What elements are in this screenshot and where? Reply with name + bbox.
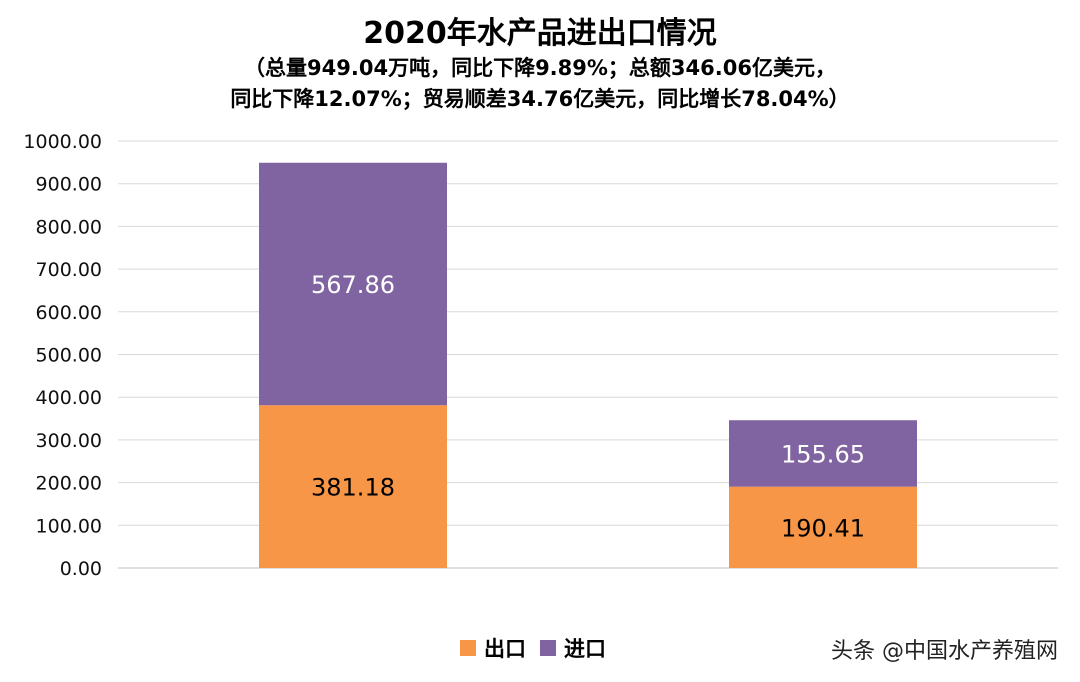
legend-swatch-export <box>460 640 476 656</box>
y-tick-label: 200.00 <box>36 473 102 495</box>
watermark: 头条 @中国水产养殖网 <box>831 639 1058 664</box>
chart-subtitle-line-1: （总量949.04万吨，同比下降9.89%；总额346.06亿美元， <box>244 56 836 80</box>
y-tick-label: 0.00 <box>60 558 102 580</box>
chart-title: 2020年水产品进出口情况 <box>363 16 717 51</box>
bar-import <box>729 420 917 487</box>
data-label-import: 155.65 <box>781 440 865 468</box>
legend: 出口 进口 <box>460 633 620 663</box>
y-tick-label: 600.00 <box>36 302 102 324</box>
y-tick-label: 400.00 <box>36 387 102 409</box>
bar-import <box>259 162 447 406</box>
legend-item-export: 出口 <box>460 633 526 663</box>
y-tick-label: 500.00 <box>36 345 102 367</box>
chart-subtitle-line-2: 同比下降12.07%；贸易顺差34.76亿美元，同比增长78.04%） <box>230 87 850 111</box>
legend-item-import: 进口 <box>540 633 606 663</box>
bar-export <box>729 486 917 568</box>
legend-label-export: 出口 <box>484 637 526 661</box>
data-label-export: 381.18 <box>311 474 395 502</box>
y-tick-label: 100.00 <box>36 515 102 537</box>
y-tick-label: 1000.00 <box>23 131 102 153</box>
y-tick-label: 900.00 <box>36 174 102 196</box>
data-label-export: 190.41 <box>781 514 865 542</box>
data-label-import: 567.86 <box>311 271 395 299</box>
bar-export <box>259 405 447 568</box>
y-tick-label: 700.00 <box>36 259 102 281</box>
legend-swatch-import <box>540 640 556 656</box>
legend-label-import: 进口 <box>564 637 606 661</box>
y-tick-label: 300.00 <box>36 430 102 452</box>
y-tick-label: 800.00 <box>36 216 102 238</box>
